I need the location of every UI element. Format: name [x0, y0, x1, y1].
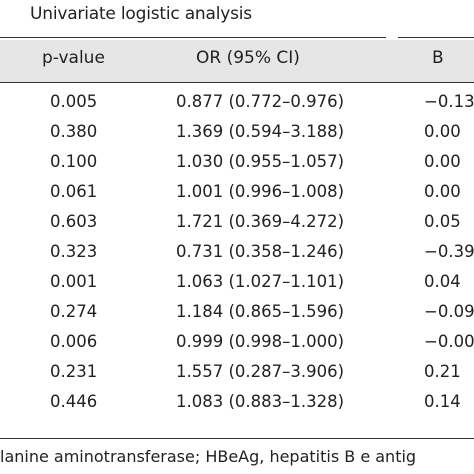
p-value-cell: 0.380	[50, 122, 98, 141]
group-title: Univariate logistic analysis	[30, 4, 252, 24]
odds-ratio-cell: 1.083 (0.883–1.328)	[176, 392, 345, 411]
b-cell: 0.00	[424, 122, 461, 141]
odds-ratio-cell: 0.877 (0.772–0.976)	[176, 92, 345, 111]
p-value-cell: 0.100	[50, 152, 98, 171]
b-cell: 0.21	[424, 362, 461, 381]
odds-ratio-cell: 1.030 (0.955–1.057)	[176, 152, 345, 171]
header-row	[0, 40, 474, 82]
p-value-cell: 0.231	[50, 362, 98, 381]
table-row: 0.603 1.721 (0.369–4.272) 0.05	[0, 209, 474, 239]
odds-ratio-cell: 0.731 (0.358–1.246)	[176, 242, 345, 261]
table-row: 0.061 1.001 (0.996–1.008) 0.00	[0, 179, 474, 209]
table-row: 0.323 0.731 (0.358–1.246) −0.39	[0, 239, 474, 269]
p-value-cell: 0.603	[50, 212, 98, 231]
b-cell: −0.39	[424, 242, 474, 261]
table-bottom-rule	[0, 438, 474, 439]
b-cell: 0.05	[424, 212, 461, 231]
table-row: 0.005 0.877 (0.772–0.976) −0.13	[0, 89, 474, 119]
odds-ratio-cell: 1.184 (0.865–1.596)	[176, 302, 345, 321]
odds-ratio-cell: 0.999 (0.998–1.000)	[176, 332, 345, 351]
footnote: lanine aminotransferase; HBeAg, hepatiti…	[0, 447, 417, 466]
odds-ratio-cell: 1.063 (1.027–1.101)	[176, 272, 345, 291]
table-row: 0.006 0.999 (0.998–1.000) −0.00	[0, 329, 474, 359]
b-cell: −0.13	[424, 92, 474, 111]
p-value-cell: 0.061	[50, 182, 98, 201]
header-b: B	[432, 48, 444, 68]
table-row: 0.231 1.557 (0.287–3.906) 0.21	[0, 359, 474, 389]
b-cell: −0.00	[424, 332, 474, 351]
odds-ratio-cell: 1.001 (0.996–1.008)	[176, 182, 345, 201]
group-title-rule	[0, 37, 386, 38]
b-cell: 0.04	[424, 272, 461, 291]
b-cell: 0.00	[424, 182, 461, 201]
table-row: 0.380 1.369 (0.594–3.188) 0.00	[0, 119, 474, 149]
header-odds-ratio: OR (95% CI)	[196, 48, 300, 68]
table-row: 0.001 1.063 (1.027–1.101) 0.04	[0, 269, 474, 299]
b-cell: 0.00	[424, 152, 461, 171]
table-row: 0.446 1.083 (0.883–1.328) 0.14	[0, 389, 474, 419]
p-value-cell: 0.274	[50, 302, 98, 321]
p-value-cell: 0.006	[50, 332, 98, 351]
odds-ratio-cell: 1.721 (0.369–4.272)	[176, 212, 345, 231]
b-cell: −0.09	[424, 302, 474, 321]
header-bottom-rule	[0, 82, 474, 83]
p-value-cell: 0.001	[50, 272, 98, 291]
table-row: 0.100 1.030 (0.955–1.057) 0.00	[0, 149, 474, 179]
p-value-cell: 0.446	[50, 392, 98, 411]
p-value-cell: 0.005	[50, 92, 98, 111]
odds-ratio-cell: 1.369 (0.594–3.188)	[176, 122, 345, 141]
second-group-rule	[398, 37, 474, 38]
odds-ratio-cell: 1.557 (0.287–3.906)	[176, 362, 345, 381]
b-cell: 0.14	[424, 392, 461, 411]
table-row: 0.274 1.184 (0.865–1.596) −0.09	[0, 299, 474, 329]
header-p-value: p-value	[42, 48, 105, 68]
p-value-cell: 0.323	[50, 242, 98, 261]
